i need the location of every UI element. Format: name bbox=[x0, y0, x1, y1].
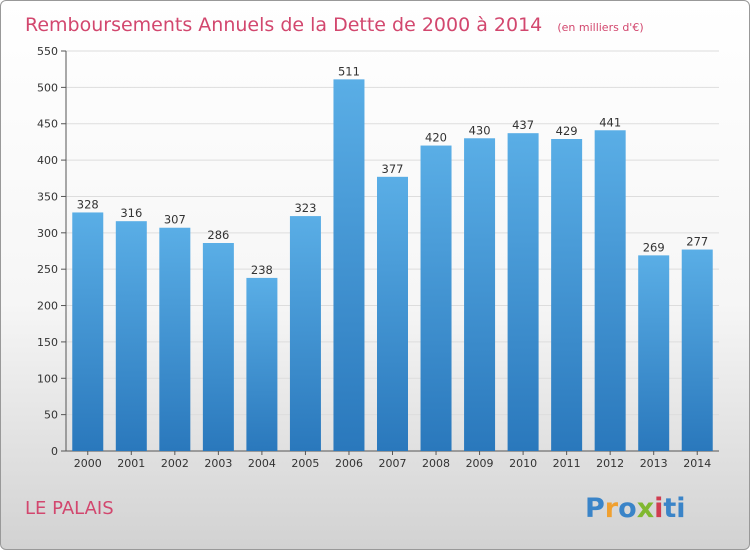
bar bbox=[202, 243, 234, 451]
bar bbox=[594, 130, 626, 452]
x-tick-label: 2008 bbox=[422, 457, 450, 470]
bar bbox=[420, 145, 452, 451]
bar bbox=[333, 79, 365, 451]
bars-layer bbox=[72, 79, 713, 452]
bar bbox=[464, 138, 496, 452]
bar bbox=[507, 133, 539, 451]
x-tick-label: 2014 bbox=[683, 457, 711, 470]
bar bbox=[638, 255, 670, 451]
x-tick-label: 2007 bbox=[379, 457, 407, 470]
x-tick-label: 2009 bbox=[466, 457, 494, 470]
y-tick-label: 50 bbox=[44, 409, 58, 422]
x-tick-label: 2011 bbox=[553, 457, 581, 470]
data-label: 328 bbox=[77, 197, 99, 211]
labels-layer: 328 316 307 286 238 323 511 377 420 430 437 429 441 2… bbox=[77, 64, 708, 277]
x-tick-label: 2002 bbox=[161, 457, 189, 470]
y-tick-label: 100 bbox=[37, 372, 58, 385]
data-label: 377 bbox=[382, 162, 404, 176]
y-tick-label: 150 bbox=[37, 336, 58, 349]
x-tick-label: 2010 bbox=[509, 457, 537, 470]
commune-name: LE PALAIS bbox=[25, 498, 114, 519]
data-label: 277 bbox=[686, 235, 708, 249]
logo-letter: x bbox=[637, 493, 654, 524]
y-tick-label: 500 bbox=[37, 81, 58, 94]
x-tick-label: 2005 bbox=[291, 457, 319, 470]
data-label: 323 bbox=[294, 201, 316, 215]
data-label: 269 bbox=[643, 240, 665, 254]
data-label: 307 bbox=[164, 213, 186, 227]
data-label: 316 bbox=[120, 206, 142, 220]
logo-letter: t bbox=[663, 493, 676, 524]
x-tick-label: 2004 bbox=[248, 457, 276, 470]
y-tick-label: 250 bbox=[37, 263, 58, 276]
data-label: 441 bbox=[599, 115, 621, 129]
x-tick-label: 2013 bbox=[640, 457, 668, 470]
y-tick-label: 350 bbox=[37, 190, 58, 203]
data-label: 437 bbox=[512, 118, 534, 132]
chart-title-group: Remboursements Annuels de la Dette de 20… bbox=[25, 14, 644, 36]
data-label: 429 bbox=[556, 124, 578, 138]
y-tick-label: 400 bbox=[37, 154, 58, 167]
bar bbox=[551, 139, 583, 451]
bar bbox=[72, 212, 104, 451]
x-tick-label: 2006 bbox=[335, 457, 363, 470]
chart-unit: (en milliers d'€) bbox=[557, 21, 643, 34]
x-tick-label: 2012 bbox=[596, 457, 624, 470]
bar bbox=[377, 176, 408, 451]
logo-letter: o bbox=[618, 493, 637, 524]
y-tick-label: 200 bbox=[37, 300, 58, 313]
y-tick-label: 550 bbox=[37, 45, 58, 58]
x-tick-label: 2001 bbox=[117, 457, 145, 470]
y-tick-label: 450 bbox=[37, 118, 58, 131]
bar bbox=[289, 216, 321, 451]
data-label: 238 bbox=[251, 263, 273, 277]
bar bbox=[681, 249, 713, 451]
x-tick-label: 2003 bbox=[204, 457, 232, 470]
logo-letter: i bbox=[654, 493, 663, 524]
bar bbox=[115, 221, 147, 451]
data-label: 420 bbox=[425, 131, 447, 145]
data-label: 511 bbox=[338, 64, 360, 78]
y-tick-label: 300 bbox=[37, 227, 58, 240]
chart-title: Remboursements Annuels de la Dette de 20… bbox=[25, 14, 542, 36]
logo-letter: i bbox=[676, 493, 685, 524]
bar bbox=[246, 277, 278, 451]
proxiti-logo: Proxiti bbox=[585, 493, 686, 524]
data-label: 286 bbox=[207, 228, 229, 242]
axis-layer: 0 50 100 150 200 250 300 350 400 450 500 550 2000 200… bbox=[37, 45, 719, 470]
logo-letter: P bbox=[585, 493, 605, 524]
data-label: 430 bbox=[469, 123, 491, 137]
y-tick-label: 0 bbox=[51, 445, 58, 458]
x-tick-label: 2000 bbox=[74, 457, 102, 470]
logo-letter: r bbox=[605, 493, 619, 524]
bar bbox=[159, 227, 191, 451]
